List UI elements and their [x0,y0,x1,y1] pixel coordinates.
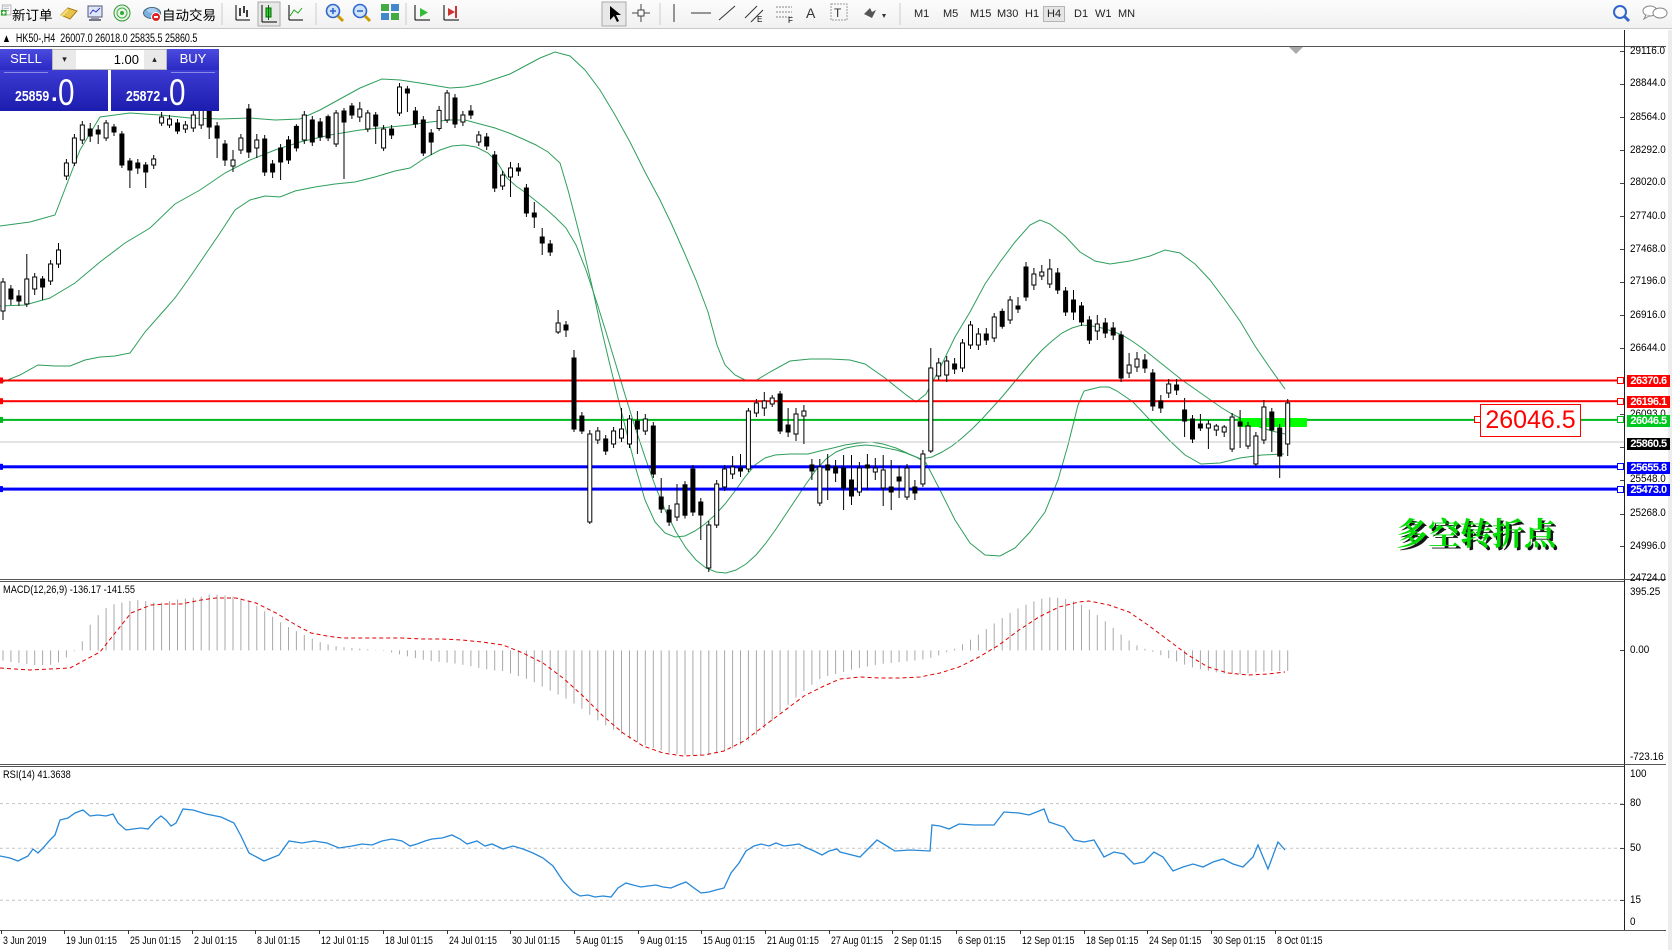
svg-text:E: E [757,15,762,24]
svg-text:F: F [788,16,793,25]
svg-text:T: T [834,6,842,20]
svg-text:A: A [806,5,816,21]
